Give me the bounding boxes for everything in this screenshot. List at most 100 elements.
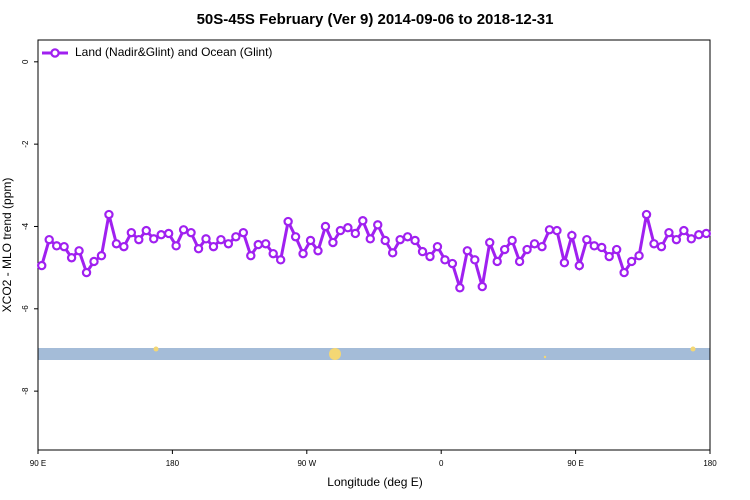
point [223, 239, 234, 249]
point [619, 267, 629, 278]
legend-marker [50, 48, 60, 58]
point [589, 241, 599, 251]
point [358, 216, 368, 226]
point [253, 239, 263, 250]
point [37, 260, 47, 271]
point [350, 228, 361, 239]
point [529, 239, 540, 249]
point [261, 239, 271, 249]
point [246, 251, 256, 261]
point [604, 251, 614, 262]
point [387, 248, 398, 258]
point [611, 244, 622, 255]
point [320, 221, 331, 232]
x-tick-label: 90 W [297, 459, 316, 468]
point [111, 239, 122, 249]
x-axis-label: Longitude (deg E) [327, 475, 422, 489]
point [402, 232, 413, 242]
point [440, 255, 450, 265]
point [626, 256, 637, 267]
point [298, 248, 308, 259]
point [425, 251, 435, 262]
point [567, 230, 577, 241]
point [447, 258, 458, 269]
point [275, 255, 286, 265]
point [171, 241, 181, 251]
x-tick-label: 90 E [567, 459, 583, 468]
point [664, 227, 674, 238]
point [432, 241, 443, 252]
x-tick-label: 180 [703, 459, 717, 468]
x-tick-label: 0 [439, 459, 444, 468]
point [410, 235, 420, 246]
point [514, 256, 525, 267]
y-tick-label: 0 [21, 59, 30, 64]
chart-title: 50S-45S February (Ver 9) 2014-09-06 to 2… [197, 11, 554, 28]
point [656, 241, 667, 252]
point [499, 244, 510, 255]
point [671, 234, 682, 245]
point [163, 228, 174, 239]
point [66, 253, 77, 263]
point [492, 256, 502, 267]
point [149, 234, 159, 244]
point [686, 234, 697, 244]
point [290, 232, 301, 242]
point [81, 267, 92, 278]
point [313, 246, 323, 256]
plot-frame [37, 39, 711, 451]
y-tick-label: -6 [21, 305, 30, 313]
point [574, 260, 585, 271]
point [417, 246, 428, 257]
point [559, 258, 570, 268]
point [141, 225, 151, 236]
point [694, 230, 704, 240]
point [641, 209, 652, 220]
point [477, 281, 487, 292]
point [44, 234, 54, 245]
point [380, 235, 390, 246]
point [134, 234, 144, 245]
point [462, 246, 473, 256]
y-tick-label: -2 [21, 140, 30, 148]
point [119, 241, 129, 252]
point [343, 223, 353, 233]
point [156, 230, 166, 240]
point [59, 241, 69, 252]
point [679, 225, 689, 236]
point [238, 227, 249, 238]
point [485, 237, 495, 248]
y-tick-label: -8 [21, 387, 30, 395]
point [522, 244, 532, 255]
y-axis-label: XCO2 - MLO trend (ppm) [0, 178, 14, 313]
x-tick-label: 180 [166, 459, 180, 468]
point [373, 220, 383, 230]
land-ocean-map-strip [38, 346, 710, 360]
y-tick-label: -4 [21, 222, 30, 230]
land-spot [153, 346, 159, 352]
point [74, 246, 84, 256]
point [597, 242, 607, 253]
point [216, 234, 226, 245]
point [51, 241, 62, 251]
land-spot [329, 348, 341, 360]
point [365, 234, 375, 244]
point [701, 228, 711, 239]
x-tick-label: 90 E [30, 459, 46, 468]
point [178, 225, 189, 235]
point [305, 235, 316, 246]
land-spot [543, 355, 547, 359]
point [507, 235, 517, 246]
point [335, 225, 346, 236]
point [96, 251, 107, 261]
point [582, 234, 592, 245]
legend-label: Land (Nadir&Glint) and Ocean (Glint) [75, 45, 272, 59]
point [470, 255, 480, 265]
point [328, 237, 338, 248]
point [201, 234, 211, 244]
land-spot [690, 346, 696, 352]
point [89, 256, 99, 267]
ocean-band [38, 348, 710, 360]
point [283, 216, 293, 227]
